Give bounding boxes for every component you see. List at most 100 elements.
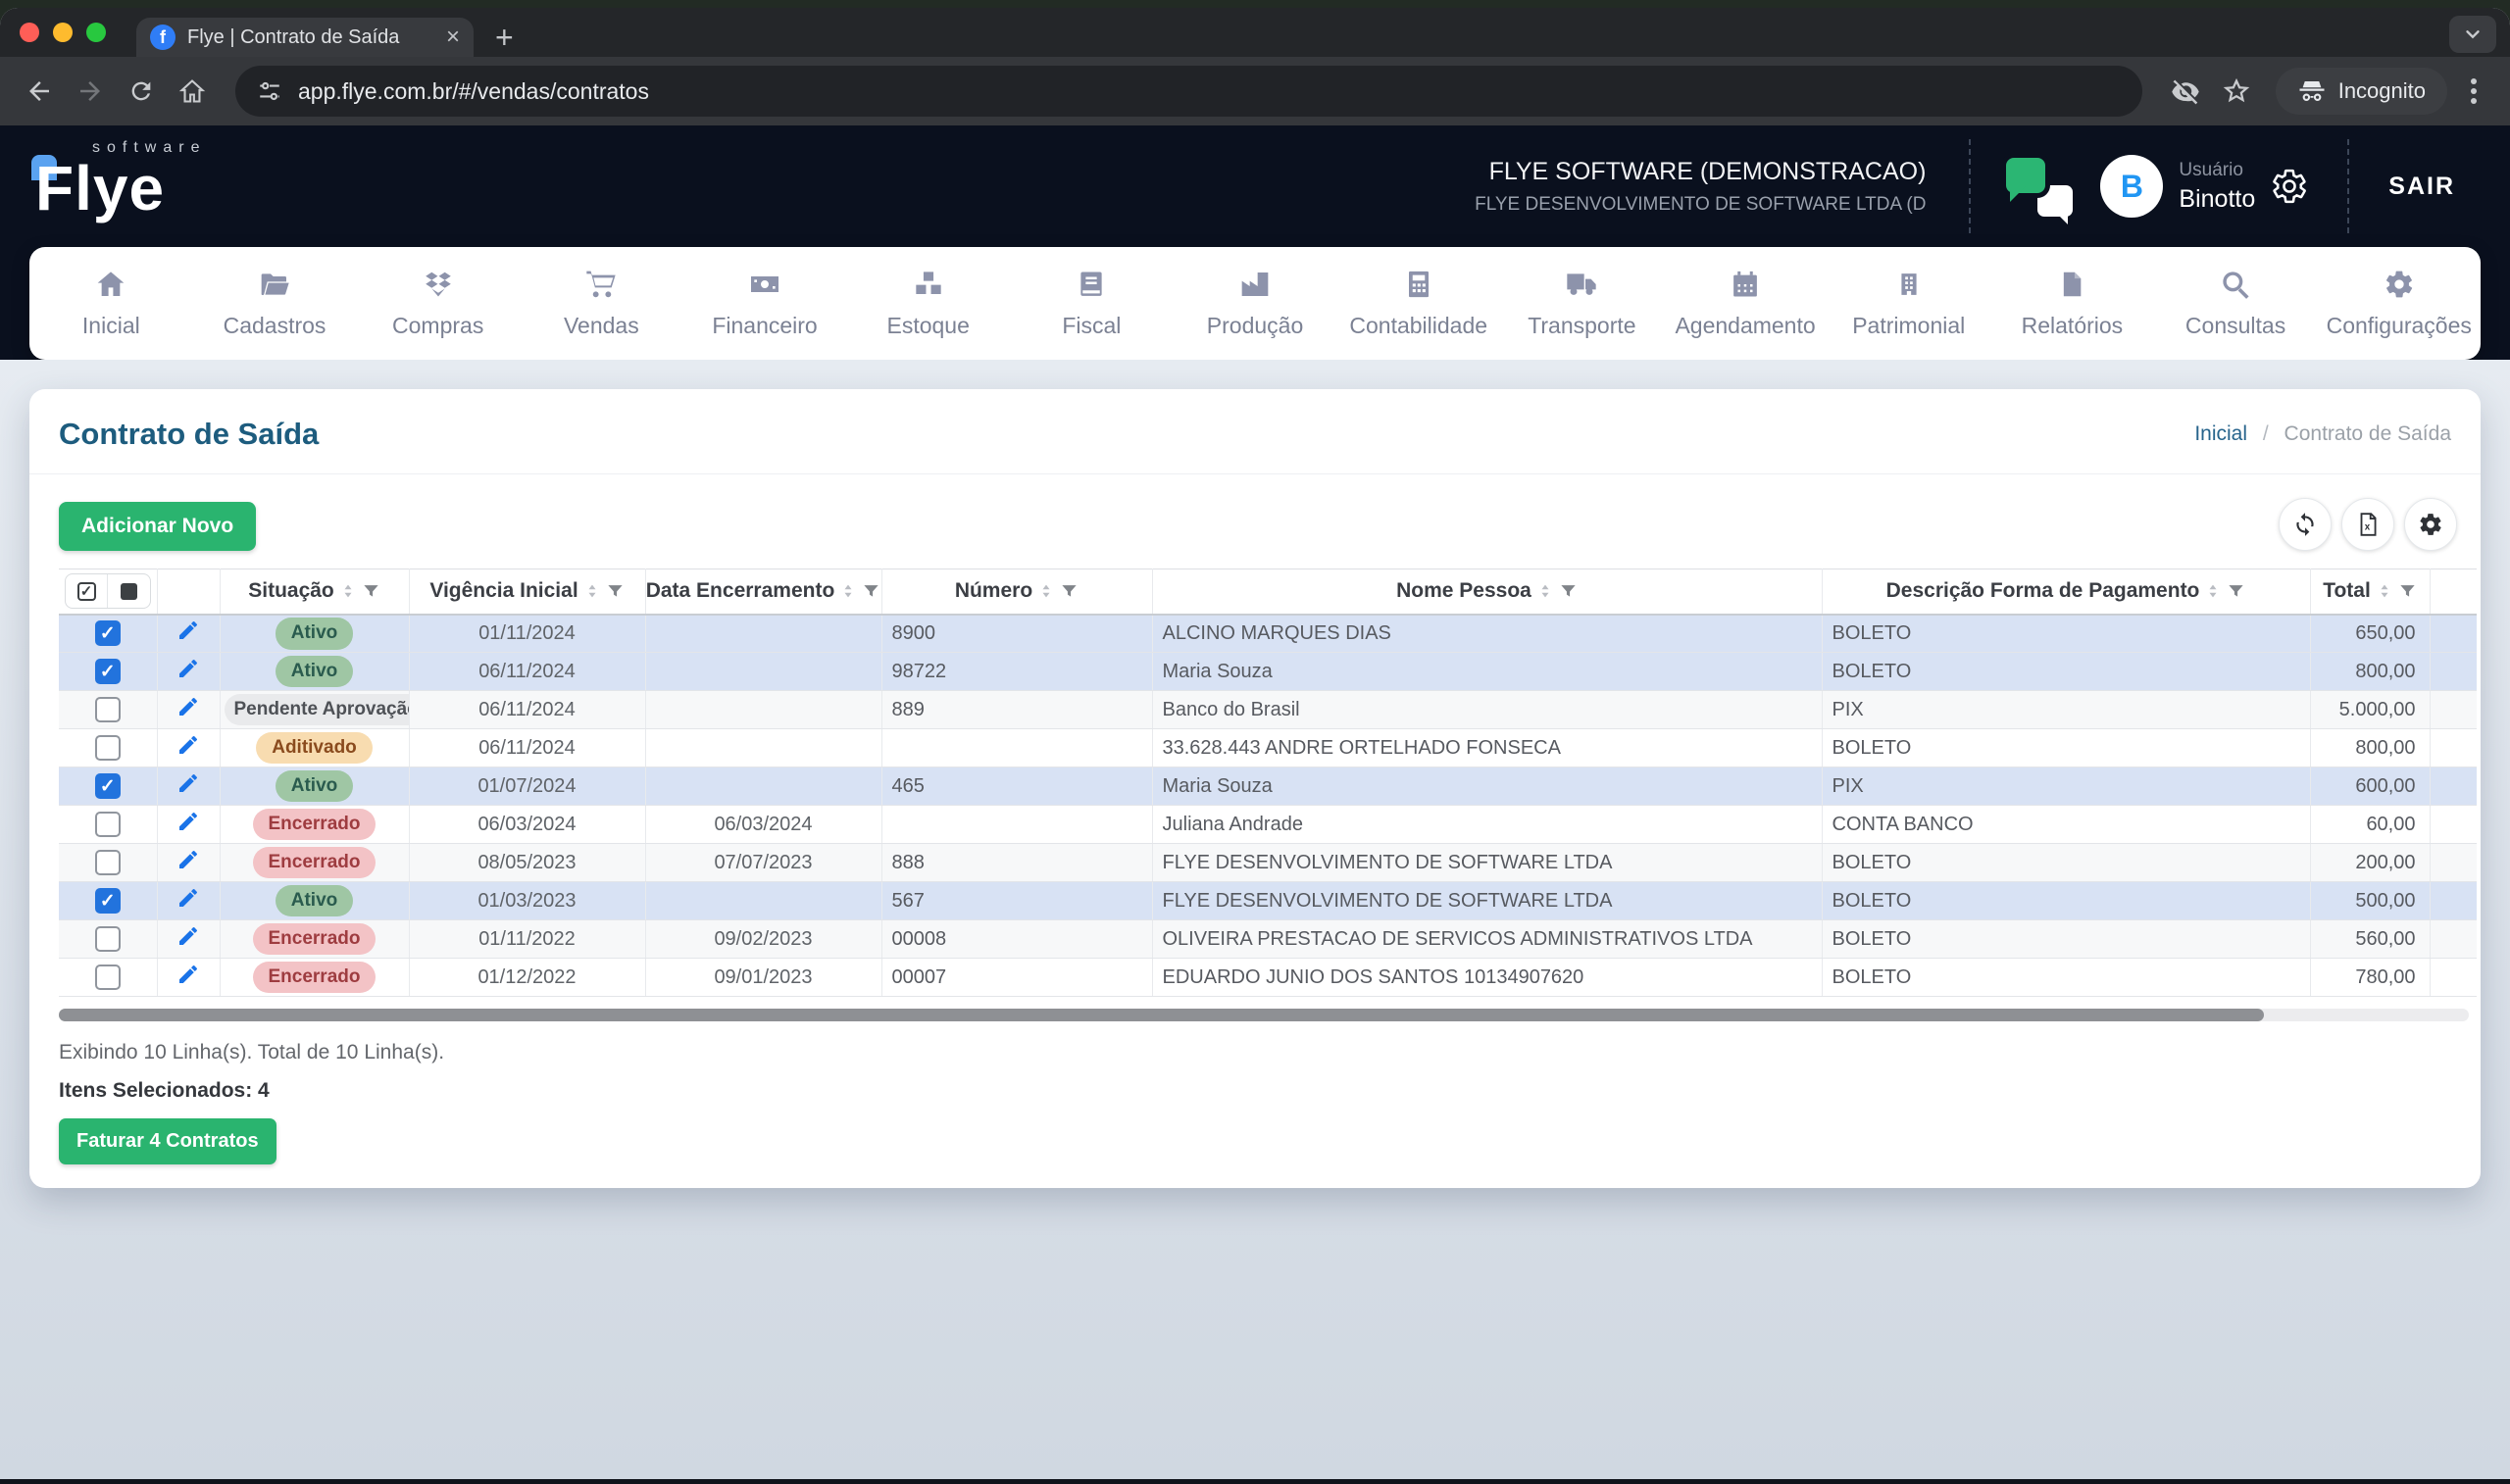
sort-icon[interactable] [2378,582,2391,600]
nav-item-producao[interactable]: Produção [1174,269,1337,339]
forward-button[interactable] [69,70,112,113]
edit-row-button[interactable] [176,618,200,642]
edit-row-button[interactable] [176,924,200,948]
row-checkbox[interactable] [95,812,121,837]
bookmark-star-icon[interactable] [2215,70,2258,113]
window-controls[interactable] [20,23,106,42]
filter-icon[interactable] [2227,582,2245,601]
settings-gear-icon[interactable] [2271,168,2308,205]
nav-item-patrimonial[interactable]: Patrimonial [1827,269,1990,339]
logout-button[interactable]: SAIR [2388,173,2455,201]
site-settings-icon[interactable] [257,78,282,104]
tab-search-button[interactable] [2449,16,2496,53]
refresh-button[interactable] [2279,498,2332,551]
url-text[interactable]: app.flye.com.br/#/vendas/contratos [298,78,649,105]
row-checkbox[interactable] [95,697,121,722]
contracts-table: ✓ Situação Vigência Inicial Data Encerra… [29,569,2481,997]
add-new-button[interactable]: Adicionar Novo [59,502,256,551]
status-badge: Aditivado [256,732,373,765]
column-nome-pessoa[interactable]: Nome Pessoa [1152,569,1822,615]
company-info: FLYE SOFTWARE (DEMONSTRACAO) FLYE DESENV… [1475,158,1926,216]
row-checkbox[interactable]: ✓ [95,620,121,646]
nav-item-estoque[interactable]: Estoque [846,269,1010,339]
close-window-button[interactable] [20,23,39,42]
column-forma-pagamento[interactable]: Descrição Forma de Pagamento [1822,569,2310,615]
filter-icon[interactable] [1559,582,1578,601]
cell-nome-pessoa: Maria Souza [1152,653,1822,691]
column-total[interactable]: Total [2310,569,2430,615]
sort-icon[interactable] [341,582,355,600]
filter-icon[interactable] [362,582,380,601]
nav-item-transporte[interactable]: Transporte [1500,269,1664,339]
new-tab-button[interactable]: + [495,20,514,56]
browser-tab[interactable]: f Flye | Contrato de Saída × [136,18,474,57]
edit-row-button[interactable] [176,695,200,718]
nav-item-contabilidade[interactable]: Contabilidade [1336,269,1500,339]
sort-icon[interactable] [1538,582,1552,600]
row-checkbox[interactable] [95,965,121,990]
cell-numero [881,729,1152,767]
edit-row-button[interactable] [176,963,200,986]
reading-mode-icon[interactable] [2164,70,2207,113]
column-vigencia-inicial[interactable]: Vigência Inicial [409,569,645,615]
select-all-button[interactable]: ✓ [66,574,108,608]
edit-row-button[interactable] [176,810,200,833]
deselect-all-button[interactable] [107,574,150,608]
back-button[interactable] [18,70,61,113]
sort-icon[interactable] [841,582,855,600]
sort-icon[interactable] [2206,582,2220,600]
row-checkbox[interactable]: ✓ [95,888,121,914]
nav-item-compras[interactable]: Compras [356,269,520,339]
spacer-cell [2430,806,2477,844]
avatar[interactable]: B [2100,155,2163,218]
filter-icon[interactable] [606,582,625,601]
nav-item-vendas[interactable]: Vendas [520,269,683,339]
table-row: ✓Ativo01/03/2023567FLYE DESENVOLVIMENTO … [59,882,2477,920]
tab-close-icon[interactable]: × [446,25,460,49]
filter-icon[interactable] [1060,582,1079,601]
table-settings-button[interactable] [2404,498,2457,551]
nav-item-configuracoes[interactable]: Configurações [2317,269,2481,339]
url-bar[interactable]: app.flye.com.br/#/vendas/contratos [235,66,2142,117]
edit-row-button[interactable] [176,848,200,871]
nav-item-fiscal[interactable]: Fiscal [1010,269,1174,339]
breadcrumb-home-link[interactable]: Inicial [2194,422,2247,445]
row-checkbox[interactable]: ✓ [95,659,121,684]
sort-icon[interactable] [585,582,599,600]
maximize-window-button[interactable] [86,23,106,42]
edit-row-button[interactable] [176,771,200,795]
pencil-icon [176,657,200,680]
nav-item-inicial[interactable]: Inicial [29,269,193,339]
filter-icon[interactable] [2398,582,2417,601]
invoice-contracts-button[interactable]: Faturar 4 Contratos [59,1118,276,1164]
flye-logo: software Flye [35,139,206,220]
scrollbar-thumb[interactable] [59,1009,2264,1021]
chat-icon[interactable] [2006,156,2075,217]
incognito-label: Incognito [2338,78,2426,104]
home-button[interactable] [171,70,214,113]
nav-item-consultas[interactable]: Consultas [2154,269,2318,339]
edit-row-button[interactable] [176,733,200,757]
sort-icon[interactable] [1039,582,1053,600]
nav-item-financeiro[interactable]: Financeiro [683,269,847,339]
filter-icon[interactable] [862,582,880,601]
nav-item-agendamento[interactable]: Agendamento [1664,269,1828,339]
edit-row-button[interactable] [176,886,200,910]
edit-row-button[interactable] [176,657,200,680]
reload-button[interactable] [120,70,163,113]
row-checkbox[interactable]: ✓ [95,773,121,799]
row-checkbox[interactable] [95,926,121,952]
nav-item-relatorios[interactable]: Relatórios [1990,269,2154,339]
row-checkbox[interactable] [95,735,121,761]
horizontal-scrollbar[interactable] [59,1009,2469,1021]
browser-menu-icon[interactable] [2471,88,2477,94]
minimize-window-button[interactable] [53,23,73,42]
window-bottom-edge [0,1479,2510,1484]
column-numero[interactable]: Número [881,569,1152,615]
pencil-icon [176,618,200,642]
column-situacao[interactable]: Situação [220,569,409,615]
nav-item-cadastros[interactable]: Cadastros [193,269,357,339]
row-checkbox[interactable] [95,850,121,875]
export-excel-button[interactable]: x [2341,498,2394,551]
column-data-encerramento[interactable]: Data Encerramento [645,569,881,615]
